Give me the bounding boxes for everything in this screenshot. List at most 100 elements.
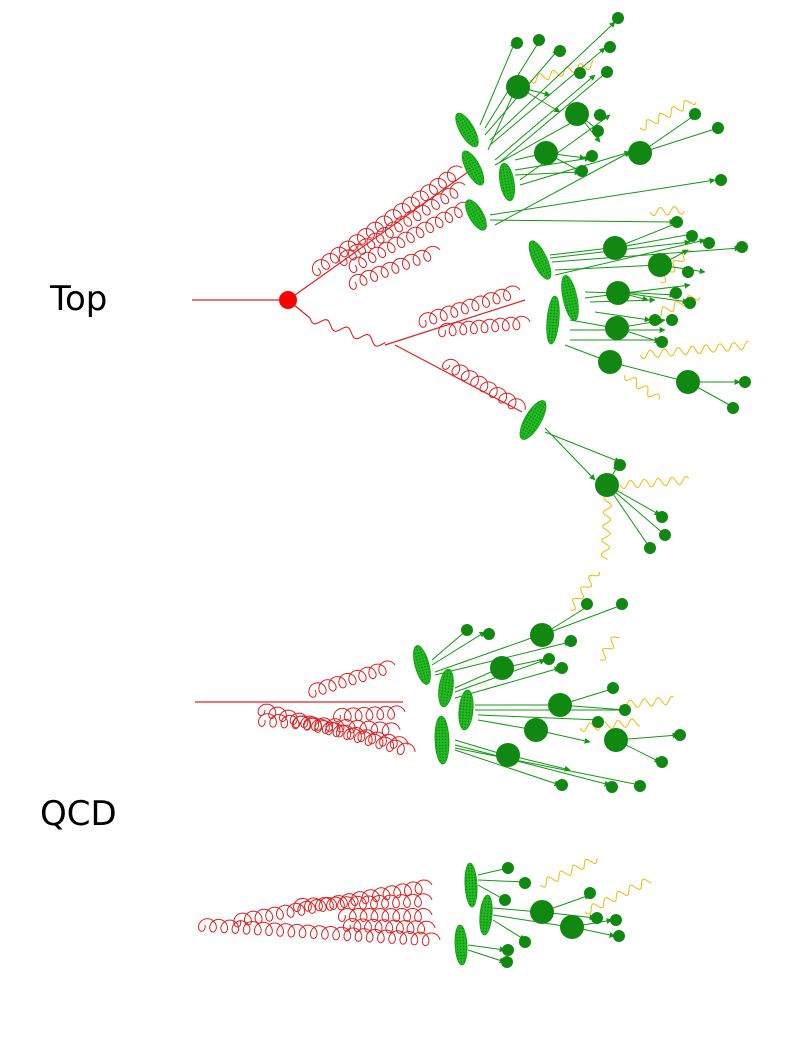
hadron — [501, 956, 513, 968]
hadron — [649, 314, 661, 326]
cluster — [498, 162, 516, 202]
hadron — [656, 756, 668, 768]
hadron — [610, 914, 622, 926]
hadron-arrow — [492, 919, 526, 941]
photon — [579, 718, 641, 733]
heavy-hadron — [560, 915, 584, 939]
hadron — [533, 34, 545, 46]
hadron — [601, 66, 613, 78]
hadron — [715, 174, 727, 186]
hadron — [686, 230, 698, 242]
hadron — [644, 542, 656, 554]
heavy-hadron — [604, 728, 628, 752]
hadron-arrow — [487, 89, 516, 151]
hadron-arrow — [554, 262, 659, 271]
hadron-arrow — [551, 245, 741, 263]
top-jet-label: Top — [50, 279, 108, 319]
hadron — [712, 122, 724, 134]
hadron — [556, 779, 568, 791]
gluon — [257, 703, 416, 756]
cluster — [454, 924, 468, 966]
hadron-arrow — [606, 484, 666, 536]
photon — [654, 294, 701, 318]
hadron-arrow — [454, 749, 561, 787]
heavy-hadron — [606, 281, 630, 305]
hadron — [581, 598, 593, 610]
hadron — [606, 781, 618, 793]
hadron — [499, 894, 511, 906]
heavy-hadron — [534, 141, 558, 165]
hadron-arrow — [639, 126, 719, 154]
hadron — [592, 716, 604, 728]
hadron — [674, 729, 686, 741]
heavy-hadron — [506, 75, 530, 99]
hadron-arrow — [514, 169, 581, 176]
hadron-arrow — [479, 41, 516, 126]
cluster — [438, 668, 454, 708]
cluster — [461, 150, 485, 186]
cluster — [458, 689, 474, 731]
hadron — [659, 529, 671, 541]
hadron — [519, 936, 531, 948]
w-boson-line — [309, 317, 386, 347]
cluster — [413, 645, 431, 685]
hadron-arrow — [489, 21, 616, 141]
gluon — [197, 918, 441, 947]
hadron-arrow — [467, 949, 506, 964]
gluon — [418, 285, 521, 328]
hadron — [584, 887, 596, 899]
heavy-hadron — [676, 370, 700, 394]
gluon-lines — [197, 165, 531, 947]
photon — [569, 571, 601, 611]
hadron-arrow — [477, 878, 526, 885]
heavy-hadron — [628, 141, 652, 165]
photon — [649, 206, 685, 217]
hadron — [656, 336, 668, 348]
hadron-arrow — [477, 714, 601, 723]
photon — [539, 858, 598, 888]
hadron-arrow — [609, 361, 689, 384]
heavy-hadron — [598, 350, 622, 374]
hadron-arrow — [454, 747, 641, 787]
hadron-arrow — [431, 631, 486, 666]
gluon — [293, 893, 433, 913]
hadron-arrow — [499, 71, 608, 163]
gluon — [348, 245, 441, 290]
hadron — [483, 628, 495, 640]
parton-line — [394, 344, 523, 413]
hadron — [607, 682, 619, 694]
hadron-arrow — [549, 245, 611, 256]
hadron-arrow — [494, 117, 581, 166]
hadron — [656, 511, 668, 523]
hadron — [619, 704, 631, 716]
photon — [529, 60, 594, 84]
gluon — [333, 705, 406, 723]
gluon — [348, 201, 471, 273]
hadron — [614, 459, 626, 471]
gluon — [338, 907, 433, 923]
hadron — [576, 165, 588, 177]
photon — [600, 494, 613, 560]
photon — [639, 100, 697, 131]
hadron-arrow — [489, 218, 676, 225]
cluster — [455, 112, 479, 148]
hadron-arrow — [467, 944, 506, 953]
parton-lines — [192, 171, 526, 703]
cluster — [546, 295, 560, 345]
heavy-hadron — [603, 236, 627, 260]
cluster — [519, 400, 547, 440]
cluster — [464, 862, 478, 908]
hadron-arrow — [454, 744, 611, 787]
hadron — [604, 41, 616, 53]
heavy-hadron — [595, 473, 619, 497]
hadron — [736, 241, 748, 253]
photon — [624, 374, 660, 400]
gluon — [292, 715, 409, 750]
hadron-arrow — [606, 484, 651, 549]
parton-line — [287, 171, 469, 301]
hadron — [727, 402, 739, 414]
gluon — [308, 660, 396, 698]
heavy-hadron — [530, 623, 554, 647]
hadron — [612, 12, 624, 24]
hadron — [565, 635, 577, 647]
